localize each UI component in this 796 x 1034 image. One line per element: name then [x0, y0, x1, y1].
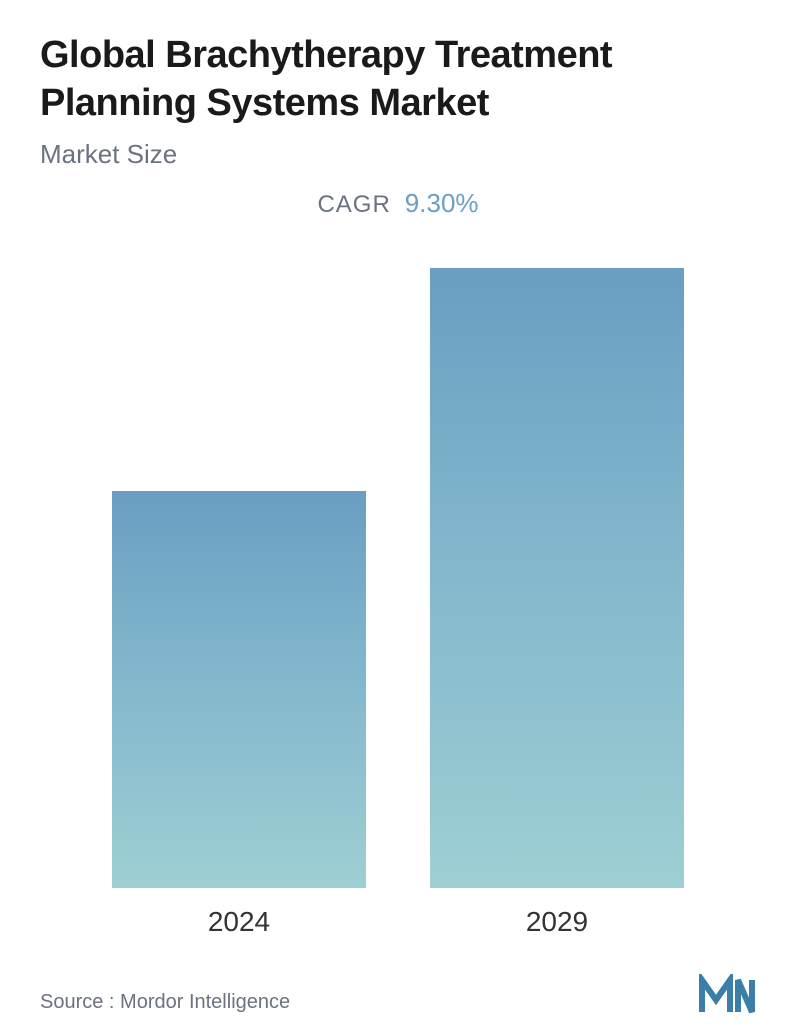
cagr-row: CAGR 9.30%: [40, 188, 756, 219]
chart-subtitle: Market Size: [40, 139, 756, 170]
chart-footer: Source : Mordor Intelligence: [40, 946, 756, 1014]
source-text: Source : Mordor Intelligence: [40, 991, 290, 1014]
chart-container: Global Brachytherapy Treatment Planning …: [0, 0, 796, 1034]
bar-1: [430, 268, 684, 888]
mordor-logo-icon: [698, 974, 756, 1014]
cagr-value: 9.30%: [405, 188, 479, 219]
bar-0: [112, 491, 366, 888]
cagr-label: CAGR: [317, 191, 390, 219]
chart-title: Global Brachytherapy Treatment Planning …: [40, 32, 756, 127]
bar-group-1: 2029: [430, 268, 684, 938]
bar-chart-area: 2024 2029: [40, 247, 756, 938]
bar-label-1: 2029: [526, 906, 588, 938]
bar-group-0: 2024: [112, 491, 366, 938]
bar-label-0: 2024: [208, 906, 270, 938]
